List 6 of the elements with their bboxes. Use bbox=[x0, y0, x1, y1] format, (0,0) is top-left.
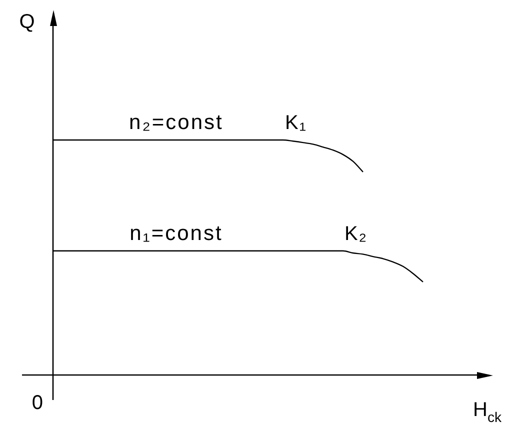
text: K₁ bbox=[284, 112, 308, 134]
series-label: n₁=const bbox=[130, 222, 223, 245]
series-label: n₂=const bbox=[129, 110, 224, 134]
text: 0 bbox=[32, 392, 43, 414]
annotation: K₂ bbox=[344, 222, 368, 245]
text: Q bbox=[19, 11, 35, 33]
